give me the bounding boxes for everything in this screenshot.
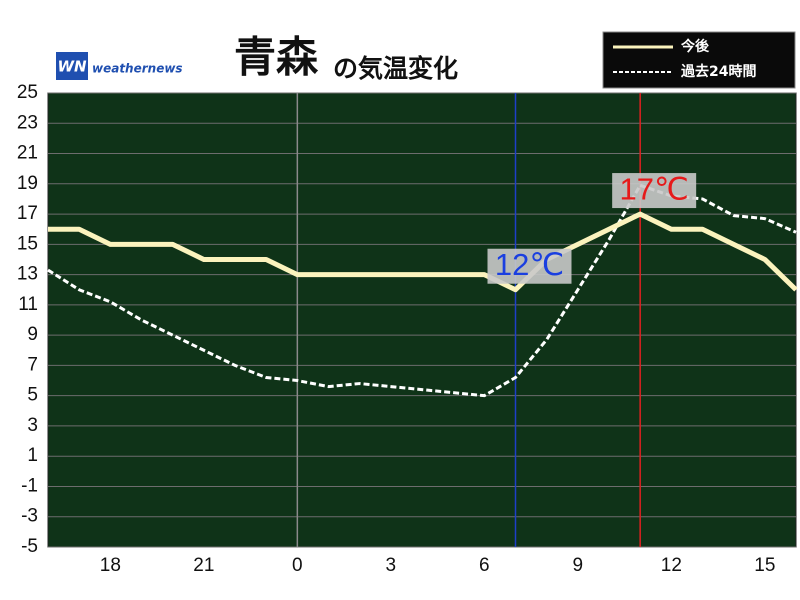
y-tick-label: 11 [18,294,38,315]
y-tick-label: 1 [27,445,38,466]
x-tick-label: 6 [479,555,490,576]
y-tick-label: -3 [21,506,38,527]
y-tick-label: 17 [17,203,38,224]
y-tick-label: 23 [17,112,38,133]
annotation-box [487,248,572,284]
x-tick-label: 15 [754,555,775,576]
annotation: 12℃ [495,247,564,282]
y-tick-label: 9 [27,324,38,345]
x-tick-label: 21 [193,555,214,576]
y-tick-label: 15 [17,233,38,254]
x-tick-label: 18 [100,555,121,576]
y-tick-label: 5 [27,385,38,406]
y-tick-label: 13 [17,264,38,285]
y-tick-label: -5 [21,536,38,557]
y-tick-label: 7 [27,354,38,375]
legend-label: 過去24時間 [680,63,756,80]
y-tick-label: 19 [17,173,38,194]
x-tick-label: 9 [573,555,584,576]
chart-title-place: 青森 [234,33,319,82]
logo: WN weathernews [56,52,183,80]
x-tick-label: 3 [386,555,397,576]
legend-label: 今後 [680,38,710,55]
y-tick-label: -1 [21,475,38,496]
logo-mark: WN [57,58,87,76]
annotation: 17℃ [620,171,689,206]
chart-title: の気温変化 [333,54,458,83]
x-tick-label: 12 [661,555,682,576]
logo-badge [56,52,88,80]
y-tick-label: 21 [17,143,38,164]
legend-box [602,31,796,89]
annotation-box [612,173,697,209]
y-tick-label: 25 [17,82,38,103]
logo-text: weathernews [92,62,183,76]
y-tick-label: 3 [27,415,38,436]
x-tick-label: 0 [292,555,303,576]
plot-background [47,92,797,548]
series-line [48,211,798,293]
